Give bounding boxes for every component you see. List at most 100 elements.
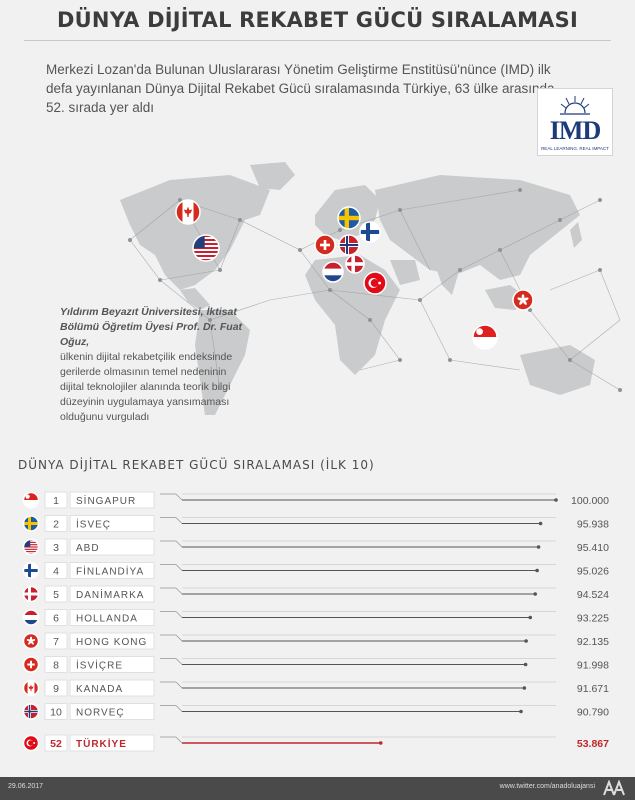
footer-twitter: www.twitter.com/anadoluajansi	[499, 783, 595, 790]
rank-label: 9	[53, 683, 59, 695]
value-label: 53.867	[577, 738, 609, 750]
south-america	[195, 310, 250, 415]
rank-box	[44, 585, 68, 603]
rank-label: 8	[53, 660, 59, 672]
quote-author: Yıldırım Beyazıt Üniversitesi, İktisat B…	[60, 306, 243, 348]
norway-flag-icon	[338, 234, 360, 256]
country-box	[69, 609, 155, 626]
finland-flag-icon	[359, 221, 381, 243]
value-dot	[519, 709, 523, 714]
country-label: NORVEÇ	[76, 708, 125, 719]
value-label: 92.135	[577, 636, 609, 648]
value-dot	[535, 568, 539, 573]
country-box	[69, 515, 155, 532]
value-label: 100.000	[571, 495, 609, 507]
value-label: 95.410	[577, 542, 609, 554]
value-dot	[554, 498, 558, 502]
country-label: FİNLANDİYA	[76, 565, 144, 578]
ranking-chart: 1 SİNGAPUR 100.000 2 İSVEÇ 95.938 3 ABD 95.410 4 F…	[22, 491, 609, 752]
value-label: 94.524	[577, 589, 609, 601]
value-dot	[533, 592, 537, 596]
network-nodes	[128, 188, 622, 392]
quote-block: Yıldırım Beyazıt Üniversitesi, İktisat B…	[60, 305, 250, 425]
chart-row: 9 KANADA 91.671	[22, 679, 609, 697]
rank-label: 3	[53, 542, 59, 554]
rank-box	[44, 679, 68, 697]
country-box	[69, 679, 155, 697]
sweden-flag-icon	[337, 206, 361, 230]
rank-box	[44, 491, 68, 509]
footer-bar: 29.06.2017 www.twitter.com/anadoluajansi	[0, 777, 635, 800]
canada-flag-icon	[175, 199, 201, 225]
chart-row: 6 HOLLANDA 93.225	[22, 609, 609, 626]
title-rule	[24, 40, 611, 41]
country-box	[69, 585, 155, 603]
country-box	[69, 562, 155, 579]
rank-box	[44, 656, 68, 673]
chart-row: 10 NORVEÇ 90.790	[22, 703, 609, 720]
continents	[120, 162, 595, 415]
quote-body: ülkenin dijital rekabetçilik endeksinde …	[60, 351, 233, 423]
map-flags	[175, 199, 534, 350]
chart-row: 1 SİNGAPUR 100.000	[22, 491, 609, 509]
value-dot	[536, 545, 541, 549]
country-box	[69, 491, 155, 509]
world-map	[120, 162, 622, 415]
aa-logo-icon	[603, 780, 625, 796]
value-dot	[523, 662, 528, 667]
rank-box	[44, 609, 68, 626]
finland-flag-icon	[22, 562, 40, 579]
value-label: 91.671	[577, 683, 609, 695]
chart-title: DÜNYA DİJİTAL REKABET GÜCÜ SIRALAMASI (İ…	[18, 458, 375, 472]
intro-text: Merkezi Lozan'da Bulunan Uluslararası Yö…	[46, 62, 555, 115]
country-box	[69, 538, 155, 556]
chart-row-highlight: 52 TÜRKİYE 53.867	[22, 734, 609, 752]
chart-row: 4 FİNLANDİYA 95.026	[22, 562, 609, 579]
turkey-flag-icon	[363, 271, 387, 295]
rank-label: 10	[50, 707, 62, 719]
value-label: 95.026	[577, 566, 609, 578]
rank-label: 5	[53, 589, 59, 601]
arabia	[390, 260, 420, 285]
rank-label: 4	[53, 566, 59, 578]
india	[435, 265, 460, 295]
denmark-flag-icon	[345, 254, 365, 274]
country-label: DANİMARKA	[76, 588, 144, 601]
rank-label: 6	[53, 613, 59, 625]
rank-label: 52	[50, 738, 62, 750]
hong-kong-flag-icon	[512, 289, 534, 311]
imd-logo: IMD REAL LEARNING. REAL IMPACT	[537, 88, 613, 156]
country-label: ABD	[76, 543, 100, 554]
imd-logo-tagline: REAL LEARNING. REAL IMPACT	[541, 146, 609, 151]
value-dot	[522, 686, 527, 690]
sweden-flag-icon	[22, 515, 40, 532]
value-dot	[528, 615, 533, 620]
chart-row: 7 HONG KONG 92.135	[22, 632, 609, 650]
value-dot	[378, 741, 383, 745]
country-box	[69, 734, 155, 752]
footer-date: 29.06.2017	[8, 783, 44, 790]
country-box	[69, 656, 155, 673]
rank-box	[44, 632, 68, 650]
rank-box	[44, 538, 68, 556]
value-label: 90.790	[577, 707, 609, 719]
rank-box	[44, 562, 68, 579]
rank-label: 1	[53, 495, 59, 507]
country-box	[69, 703, 155, 720]
switzerland-flag-icon	[22, 656, 40, 673]
singapore-flag-icon	[22, 491, 40, 509]
country-label: SİNGAPUR	[76, 494, 136, 507]
value-dot	[538, 521, 543, 526]
rank-label: 2	[53, 519, 59, 531]
value-label: 95.938	[577, 519, 609, 531]
chart-row: 8 İSVİÇRE 91.998	[22, 656, 609, 673]
rank-box	[44, 734, 68, 752]
australia	[520, 345, 595, 395]
netherlands-flag-icon	[322, 261, 344, 283]
imd-logo-mark	[560, 96, 590, 115]
page-title: DÜNYA DİJİTAL REKABET GÜCÜ SIRALAMASI	[57, 8, 578, 32]
value-label: 91.998	[577, 660, 609, 672]
country-label: HOLLANDA	[76, 614, 138, 625]
country-label: İSVEÇ	[76, 518, 111, 531]
switzerland-flag-icon	[314, 234, 336, 256]
